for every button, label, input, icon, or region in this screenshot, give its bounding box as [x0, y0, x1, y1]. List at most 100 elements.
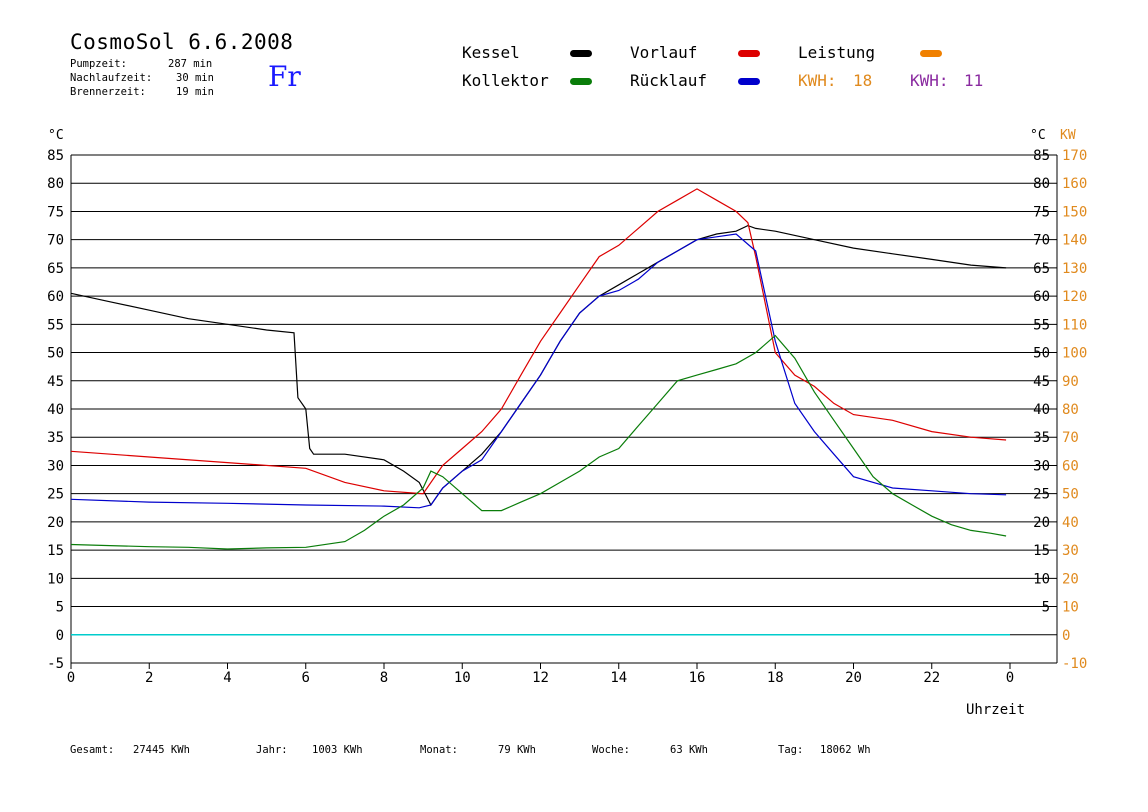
- y-tick-label-right: 40: [1033, 402, 1050, 418]
- legend-vorlauf: Vorlauf: [630, 43, 698, 62]
- x-tick-label: 6: [302, 670, 310, 686]
- power-tick-label: 110: [1062, 317, 1087, 333]
- y-axis-unit-power: KW: [1060, 128, 1076, 143]
- y-tick-label-right: 85: [1033, 148, 1050, 164]
- y-tick-label-left: 50: [47, 346, 64, 362]
- power-tick-label: 0: [1062, 628, 1070, 644]
- y-tick-label-right: 10: [1033, 571, 1050, 587]
- y-tick-label-right: 65: [1033, 261, 1050, 277]
- legend-kwh2-value: 11: [964, 71, 984, 90]
- power-tick-label: 80: [1062, 402, 1079, 418]
- power-tick-label: 140: [1062, 233, 1087, 249]
- y-tick-label-left: -5: [47, 656, 64, 672]
- x-tick-label: 0: [67, 670, 75, 686]
- footer-jahr-label: Jahr:: [256, 744, 288, 756]
- power-tick-label: 60: [1062, 458, 1079, 474]
- y-tick-label-left: 25: [47, 487, 64, 503]
- series-line-kollektor: [70, 334, 1007, 550]
- y-tick-label-right: 50: [1033, 346, 1050, 362]
- y-tick-label-right: 35: [1033, 430, 1050, 446]
- y-axis-unit-left: °C: [48, 128, 64, 143]
- y-tick-label-right: 25: [1033, 487, 1050, 503]
- y-tick-label-left: 65: [47, 261, 64, 277]
- y-tick-label-left: 10: [47, 571, 64, 587]
- legend-kessel-swatch: [570, 50, 592, 57]
- power-tick-label: 30: [1062, 543, 1079, 559]
- y-tick-label-right: 60: [1033, 289, 1050, 305]
- power-tick-label: 120: [1062, 289, 1087, 305]
- power-tick-label: 40: [1062, 515, 1079, 531]
- power-tick-label: -10: [1062, 656, 1087, 672]
- y-tick-label-right: 45: [1033, 374, 1050, 390]
- y-tick-label-right: 30: [1033, 458, 1050, 474]
- chart-grid: [70, 154, 1058, 664]
- nachlauf-value: 30 min: [176, 72, 214, 84]
- chart-title: CosmoSol 6.6.2008: [70, 30, 294, 54]
- x-tick-label: 8: [380, 670, 388, 686]
- legend-kollektor: Kollektor: [462, 71, 549, 90]
- y-tick-label-right: 75: [1033, 204, 1050, 220]
- power-tick-label: 170: [1062, 148, 1087, 164]
- y-tick-label-right: 15: [1033, 543, 1050, 559]
- y-tick-label-left: 15: [47, 543, 64, 559]
- footer-gesamt-value: 27445 KWh: [133, 744, 190, 756]
- footer-tag-label: Tag:: [778, 744, 804, 756]
- footer-woche-value: 63 KWh: [670, 744, 708, 756]
- power-tick-label: 100: [1062, 346, 1087, 362]
- x-tick-label: 10: [454, 670, 471, 686]
- brenner-label: Brennerzeit:: [70, 86, 146, 98]
- footer-tag-value: 18062 Wh: [820, 744, 871, 756]
- y-tick-label-left: 80: [47, 176, 64, 192]
- legend-kessel: Kessel: [462, 43, 520, 62]
- y-axis-unit-right: °C: [1030, 128, 1046, 143]
- nachlauf-label: Nachlaufzeit:: [70, 72, 153, 84]
- legend-ruecklauf-swatch: [738, 78, 760, 85]
- y-tick-label-left: 40: [47, 402, 64, 418]
- y-tick-label-left: 70: [47, 233, 64, 249]
- footer-gesamt-label: Gesamt:: [70, 744, 115, 756]
- power-tick-label: 50: [1062, 487, 1079, 503]
- legend-kwh1-label: KWH:: [798, 71, 837, 90]
- power-tick-label: 70: [1062, 430, 1079, 446]
- legend-ruecklauf: Rücklauf: [630, 71, 708, 90]
- x-tick-label: 2: [145, 670, 153, 686]
- y-tick-label-left: 20: [47, 515, 64, 531]
- power-tick-label: 160: [1062, 176, 1087, 192]
- series-line-rcklauf: [70, 233, 1007, 509]
- x-tick-label: 12: [532, 670, 549, 686]
- legend-leistung-swatch: [920, 50, 942, 57]
- y-tick-label-right: 70: [1033, 233, 1050, 249]
- y-tick-label-right: 20: [1033, 515, 1050, 531]
- y-tick-label-right: 55: [1033, 317, 1050, 333]
- brenner-value: 19 min: [176, 86, 214, 98]
- y-tick-label-left: 85: [47, 148, 64, 164]
- pump-label: Pumpzeit:: [70, 58, 127, 70]
- series-line-vorlauf: [70, 188, 1007, 495]
- x-tick-label: 14: [610, 670, 627, 686]
- x-tick-label: 16: [689, 670, 706, 686]
- power-tick-label: 130: [1062, 261, 1087, 277]
- footer-monat-value: 79 KWh: [498, 744, 536, 756]
- footer-woche-label: Woche:: [592, 744, 630, 756]
- power-tick-label: 20: [1062, 571, 1079, 587]
- x-axis-label: Uhrzeit: [966, 702, 1025, 718]
- x-tick-label: 22: [923, 670, 940, 686]
- x-tick-label: 4: [223, 670, 231, 686]
- y-tick-label-right: 5: [1042, 600, 1050, 616]
- y-tick-label-left: 75: [47, 204, 64, 220]
- footer-monat-label: Monat:: [420, 744, 458, 756]
- chart-series: [70, 188, 1010, 636]
- y-tick-label-left: 55: [47, 317, 64, 333]
- weekday-label: Fr: [268, 60, 301, 93]
- y-tick-label-left: 60: [47, 289, 64, 305]
- y-tick-label-right: 80: [1033, 176, 1050, 192]
- pump-value: 287 min: [168, 58, 213, 70]
- y-tick-label-left: 0: [56, 628, 64, 644]
- chart-ticks: 8580757065605550454035302520151050-58580…: [47, 148, 1087, 686]
- x-tick-label: 20: [845, 670, 862, 686]
- legend-kwh1-value: 18: [853, 71, 873, 90]
- power-tick-label: 150: [1062, 204, 1087, 220]
- y-tick-label-left: 35: [47, 430, 64, 446]
- y-tick-label-left: 30: [47, 458, 64, 474]
